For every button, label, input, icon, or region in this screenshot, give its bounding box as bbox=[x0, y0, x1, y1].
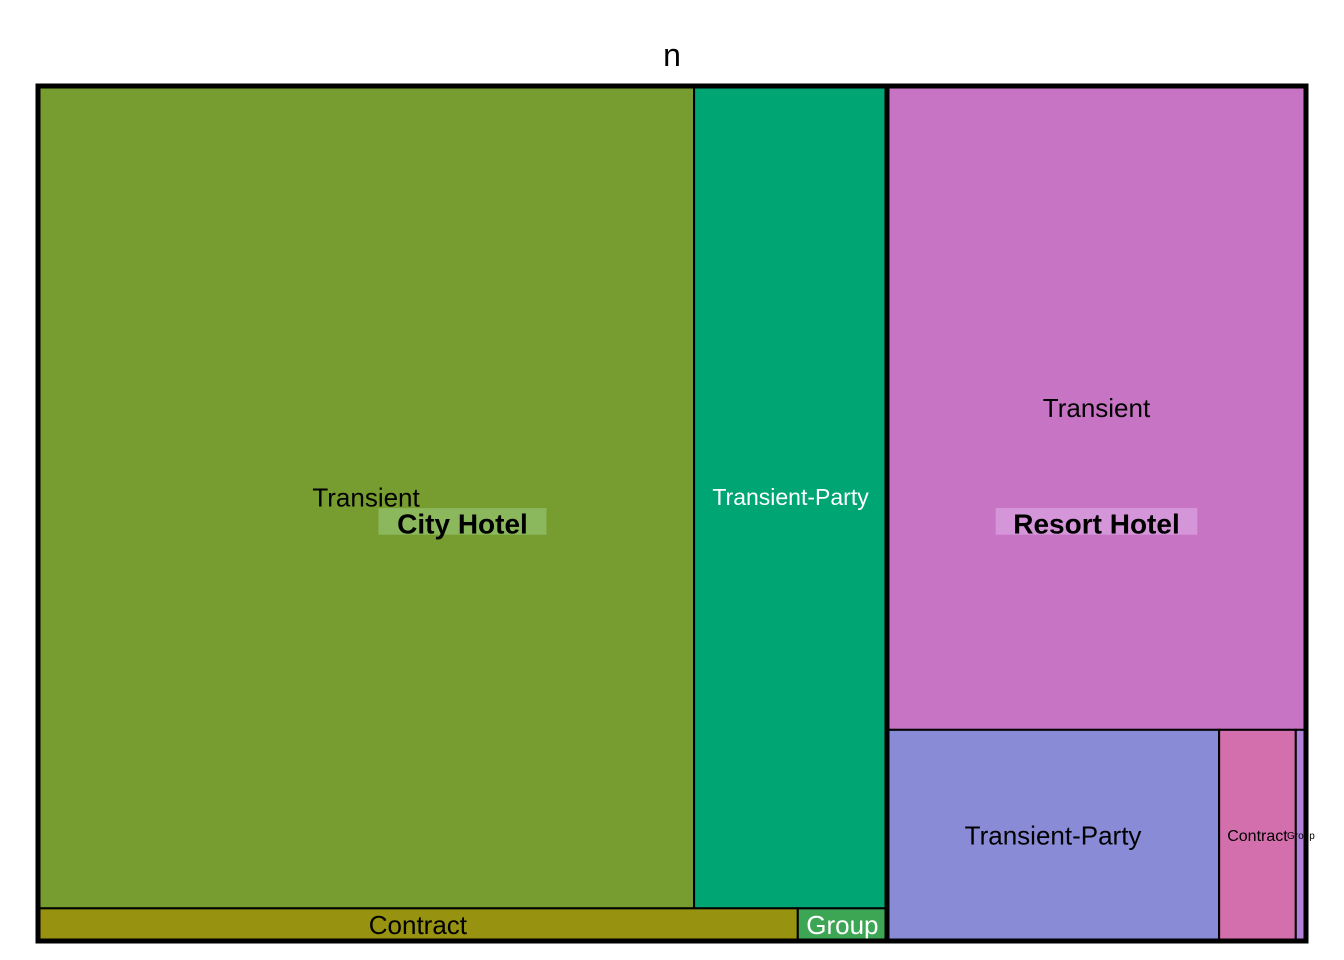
tile-resort-hotel-transient-party bbox=[885, 728, 1221, 943]
group-labels: City Hotel Resort Hotel bbox=[378, 508, 1198, 539]
tile-city-hotel-transient-label: Transient bbox=[312, 482, 420, 512]
tile-resort-hotel-transient-party-label: Transient-Party bbox=[965, 821, 1142, 851]
group-borders bbox=[35, 83, 1309, 944]
tile-city-hotel-transient-party-label: Transient-Party bbox=[712, 484, 869, 510]
tile-resort-hotel-transient bbox=[885, 85, 1308, 731]
chart-title: n bbox=[663, 37, 681, 73]
group-label-resort-hotel: Resort Hotel bbox=[1013, 508, 1179, 539]
group-label-bg-city-hotel bbox=[378, 508, 547, 535]
group-label-city-hotel: City Hotel bbox=[397, 508, 528, 539]
tile-resort-hotel-contract-label: Contract bbox=[1227, 828, 1288, 845]
group-border-resort-hotel bbox=[884, 83, 1309, 944]
group-label-bg-resort-hotel bbox=[995, 508, 1198, 535]
tile-city-hotel-transient bbox=[37, 85, 696, 910]
tile-resort-hotel-group-label: Group bbox=[1287, 831, 1315, 842]
tile-city-hotel-group-label: Group bbox=[806, 910, 878, 940]
tile-resort-hotel-transient-label: Transient bbox=[1043, 393, 1151, 423]
tile-city-hotel-contract-label: Contract bbox=[369, 910, 468, 940]
